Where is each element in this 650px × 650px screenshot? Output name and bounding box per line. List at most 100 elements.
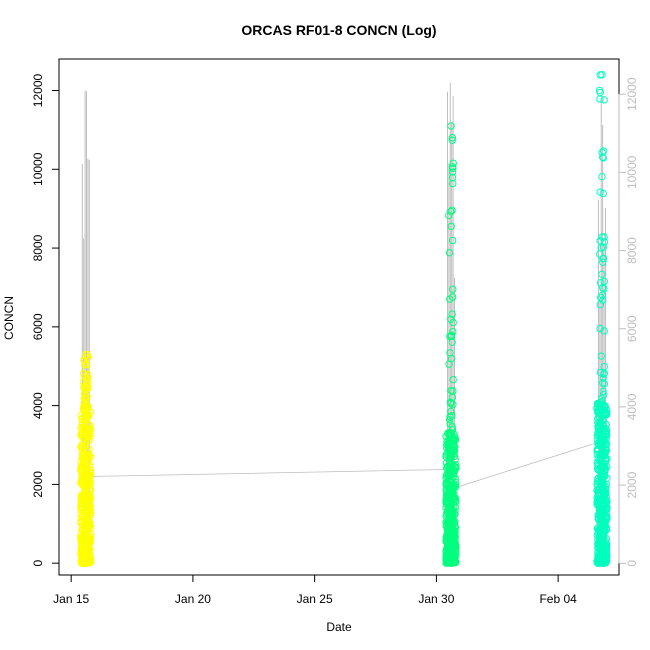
data-point — [448, 426, 457, 434]
data-point — [83, 526, 92, 535]
data-point — [442, 474, 450, 482]
data-point — [599, 258, 607, 266]
data-point — [599, 243, 608, 251]
data-point — [444, 539, 452, 548]
data-point — [601, 411, 610, 419]
data-point — [84, 494, 93, 502]
y-tick-label: 0 — [31, 560, 45, 567]
y-right-tick-label: 2000 — [625, 471, 639, 498]
data-point — [445, 456, 454, 465]
data-point — [83, 478, 92, 486]
data-point — [598, 153, 607, 161]
data-point — [85, 507, 93, 515]
y-tick-label: 6000 — [31, 313, 45, 340]
data-point — [596, 324, 604, 333]
data-point — [83, 405, 91, 414]
data-point — [599, 254, 607, 263]
data-point — [598, 283, 607, 292]
data-point — [83, 354, 91, 362]
y-right-tick-label: 8000 — [625, 237, 639, 264]
data-point — [442, 499, 450, 507]
data-point — [82, 382, 90, 391]
y-tick-label: 2000 — [31, 471, 45, 498]
data-point — [594, 454, 602, 463]
data-point — [84, 376, 92, 384]
y-tick-label: 10000 — [31, 152, 45, 186]
data-point — [82, 395, 91, 403]
data-point — [80, 456, 88, 464]
data-point — [596, 437, 604, 446]
data-point-max — [82, 350, 90, 359]
data-point — [599, 559, 607, 567]
data-point — [442, 480, 450, 488]
y-right-tick-label: 0 — [625, 560, 639, 567]
y-tick-label: 8000 — [31, 234, 45, 261]
data-point — [598, 379, 607, 387]
data-point — [81, 360, 89, 369]
data-point — [84, 538, 92, 546]
data-point — [449, 159, 457, 167]
data-point — [598, 148, 606, 157]
data-point — [443, 469, 452, 478]
data-point — [448, 338, 456, 346]
y-right-tick-label: 4000 — [625, 393, 639, 420]
data-point — [596, 237, 604, 245]
data-point — [599, 544, 608, 552]
data-point — [79, 439, 87, 447]
x-axis: Jan 15 Jan 20 Jan 25 Jan 30 Feb 04 — [53, 574, 577, 606]
data-point — [448, 310, 456, 318]
data-point — [447, 440, 455, 448]
data-point — [448, 559, 456, 567]
data-point — [596, 472, 605, 481]
data-point — [79, 476, 87, 484]
data-point — [595, 558, 604, 567]
data-point — [449, 285, 457, 293]
data-point — [598, 270, 606, 279]
data-point — [594, 499, 602, 508]
data-point — [598, 394, 606, 402]
data-point — [602, 552, 610, 560]
data-point-max — [598, 71, 606, 79]
data-point — [84, 421, 93, 429]
x-tick-label: Jan 30 — [418, 592, 454, 606]
data-point — [600, 449, 608, 458]
data-point — [600, 390, 608, 399]
data-point — [596, 188, 604, 196]
data-point — [79, 370, 88, 378]
data-point — [594, 432, 603, 441]
data-point — [599, 387, 607, 396]
data-point — [446, 413, 454, 421]
data-point — [77, 557, 85, 565]
data-point — [451, 523, 459, 531]
data-point — [80, 515, 88, 523]
data-point — [448, 411, 456, 420]
data-point — [600, 238, 609, 246]
data-point — [593, 405, 601, 413]
data-point — [596, 441, 604, 449]
data-point — [447, 207, 455, 216]
data-point — [596, 533, 605, 542]
data-point — [77, 466, 85, 474]
data-point — [84, 524, 92, 532]
data-point — [596, 95, 604, 103]
data-point — [450, 490, 458, 498]
trend-line — [88, 440, 603, 489]
data-point — [600, 370, 608, 378]
data-point — [451, 518, 459, 526]
data-point — [84, 402, 92, 410]
data-point — [595, 505, 604, 513]
x-axis-label: Date — [326, 620, 352, 634]
data-point — [452, 558, 460, 566]
data-point — [78, 525, 87, 533]
data-point — [446, 504, 454, 512]
data-point — [448, 236, 457, 245]
data-point — [81, 452, 89, 461]
data-point — [449, 400, 457, 409]
data-point — [449, 318, 457, 327]
data-point — [445, 512, 454, 520]
data-point — [79, 500, 88, 509]
data-point — [448, 134, 457, 142]
data-point — [442, 503, 450, 512]
data-point — [602, 428, 610, 437]
